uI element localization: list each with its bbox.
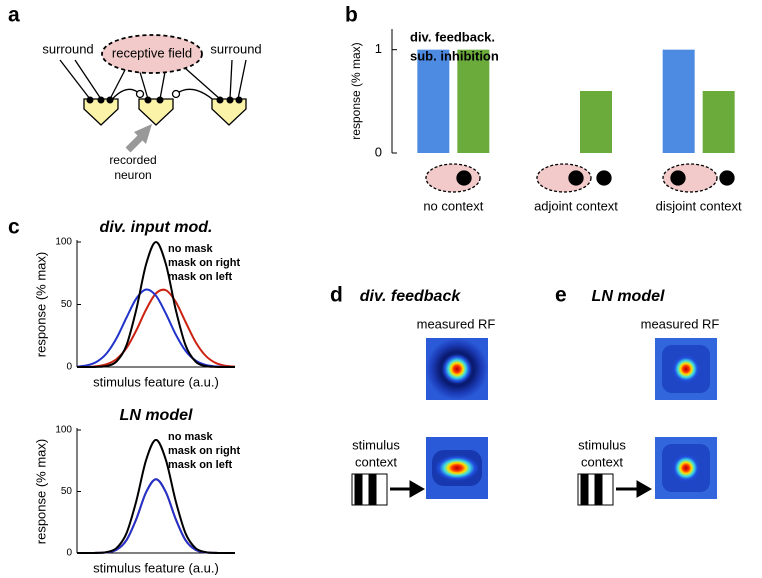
line-series <box>76 240 236 369</box>
y-tick-label: 50 <box>61 486 73 497</box>
chart-title: div. input mod. <box>100 219 213 236</box>
y-tick-label: 100 <box>55 425 72 436</box>
heatmaps <box>426 338 717 499</box>
line-series <box>76 438 236 555</box>
context-icons <box>425 163 735 193</box>
panel-label: d <box>330 284 343 307</box>
panel-label: a <box>8 4 20 27</box>
panel-label: e <box>555 284 567 307</box>
legend-entry: mask on left <box>168 459 233 471</box>
x-tick-label: disjoint context <box>656 198 742 213</box>
line-series <box>76 478 236 555</box>
panel-title: div. feedback <box>360 288 462 305</box>
chart-title: LN model <box>120 407 193 424</box>
bar <box>702 91 735 153</box>
legend-entry: no mask <box>168 431 214 443</box>
surround-label: surround <box>42 41 93 56</box>
line-series <box>76 478 236 555</box>
x-axis-label: stimulus feature (a.u.) <box>93 374 219 389</box>
legend-entry: no mask <box>168 243 214 255</box>
line-series <box>76 288 236 368</box>
legend-entry: mask on left <box>168 271 233 283</box>
legend-entry: mask on right <box>168 445 240 457</box>
stimulus-label: context <box>581 454 623 469</box>
panel-label: c <box>8 216 20 239</box>
neuron-label: neuron <box>114 168 151 182</box>
rf-label: receptive field <box>112 45 192 60</box>
panel-title: LN model <box>592 288 665 305</box>
y-tick-label: 0 <box>375 144 382 159</box>
bar <box>662 49 695 153</box>
y-axis-label: response (% max) <box>33 439 48 544</box>
stimulus-label: context <box>355 454 397 469</box>
gratings <box>351 473 653 506</box>
neuron-label: recorded <box>109 153 156 167</box>
bar <box>417 49 450 153</box>
stimulus-label: stimulus <box>578 437 626 452</box>
line-series <box>76 288 236 368</box>
heatmap-label: measured RF <box>641 316 720 331</box>
x-tick-label: adjoint context <box>534 198 618 213</box>
legend-entry: mask on right <box>168 257 240 269</box>
y-tick-label: 100 <box>55 237 72 248</box>
bar <box>580 91 612 153</box>
y-tick-label: 0 <box>66 362 72 373</box>
circuit-diagram <box>59 34 247 153</box>
y-axis-label: response (% max) <box>33 252 48 357</box>
panel-label: b <box>345 4 358 27</box>
y-axis-label: response (% max) <box>349 42 363 139</box>
x-tick-label: no context <box>423 198 483 213</box>
bar <box>457 49 490 153</box>
x-axis-label: stimulus feature (a.u.) <box>93 560 219 575</box>
surround-label: surround <box>210 41 261 56</box>
heatmap-label: measured RF <box>417 316 496 331</box>
legend-entry: sub. inhibition <box>410 48 499 63</box>
y-tick-label: 1 <box>375 41 382 56</box>
y-tick-label: 0 <box>66 548 72 559</box>
y-tick-label: 50 <box>61 299 73 310</box>
legend-entry: div. feedback. <box>410 29 495 44</box>
stimulus-label: stimulus <box>352 437 400 452</box>
